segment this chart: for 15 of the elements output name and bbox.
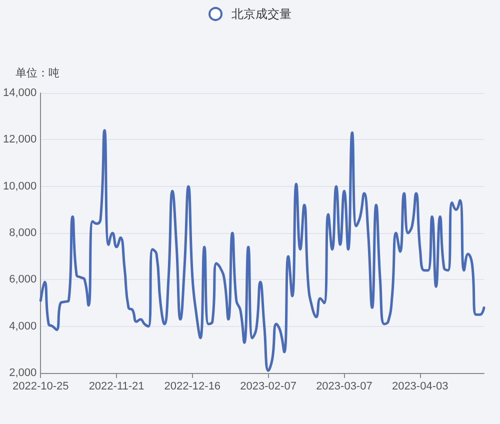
x-tick-label: 2022-10-25 bbox=[12, 380, 69, 392]
y-tick-label: 2,000 bbox=[9, 367, 37, 379]
y-tick-label: 14,000 bbox=[2, 87, 37, 99]
x-tick-label: 2023-03-07 bbox=[316, 380, 372, 392]
y-tick-label: 4,000 bbox=[9, 320, 37, 332]
y-tick-label: 8,000 bbox=[9, 227, 37, 239]
x-tick-label: 2022-11-21 bbox=[88, 380, 144, 392]
x-tick-label: 2022-12-16 bbox=[164, 380, 221, 392]
x-tick-label: 2023-04-03 bbox=[392, 380, 448, 392]
legend-label: 北京成交量 bbox=[232, 7, 292, 21]
y-axis-title: 单位：吨 bbox=[16, 66, 60, 80]
y-tick-label: 12,000 bbox=[2, 134, 37, 146]
y-tick-label: 6,000 bbox=[9, 274, 37, 286]
x-tick-label: 2023-02-07 bbox=[240, 380, 296, 392]
y-tick-label: 10,000 bbox=[2, 180, 37, 192]
